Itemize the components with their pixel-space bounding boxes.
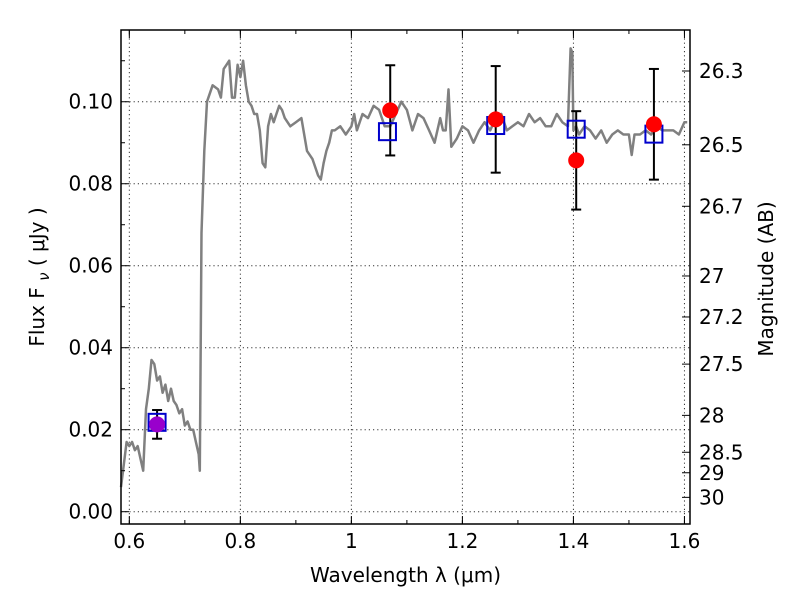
y-axis-label-main: Flux F	[25, 287, 49, 346]
plot-area	[119, 47, 688, 488]
x-axis-label: Wavelength λ (μm)	[310, 563, 501, 587]
plot-frame	[120, 29, 691, 525]
right-tick-label: 28.5	[699, 440, 744, 464]
y-tick-label: 0.10	[68, 90, 113, 114]
model-photometry-marker	[377, 122, 397, 142]
model-photometry-marker	[566, 119, 586, 139]
observed-photometry-point	[568, 152, 585, 169]
observed-photometry-markers	[149, 102, 662, 433]
observed-photometry-point	[382, 102, 399, 119]
right-axis-label: Magnitude (AB)	[754, 201, 778, 356]
right-tick-label: 28	[699, 403, 724, 427]
observed-photometry-point	[645, 116, 662, 133]
model-spectrum-line	[119, 47, 688, 488]
x-tick-label: 0.8	[224, 529, 256, 553]
y-axis-ticks: 0.00 0.02 0.04 0.06 0.08 0.10	[68, 60, 129, 524]
y-axis-label-subscript: ν	[35, 272, 53, 280]
x-tick-label: 1.6	[669, 529, 701, 553]
observed-photometry-point	[487, 111, 504, 128]
x-tick-label: 1.4	[558, 529, 590, 553]
right-tick-label: 26.7	[699, 194, 744, 218]
x-tick-label: 0.6	[113, 529, 145, 553]
observed-photometry-point	[149, 416, 166, 433]
right-tick-label: 26.5	[699, 133, 744, 157]
grid	[121, 30, 690, 524]
right-tick-label: 27.5	[699, 352, 744, 376]
y-tick-label: 0.04	[68, 336, 113, 360]
right-tick-label: 26.3	[699, 59, 744, 83]
y-tick-label: 0.06	[68, 254, 113, 278]
x-axis-ticks: 0.6 0.8 1 1.2 1.4 1.6	[113, 30, 700, 553]
right-tick-label: 29	[699, 461, 724, 485]
right-tick-label: 30	[699, 485, 724, 509]
right-tick-label: 27.2	[699, 305, 744, 329]
y-tick-label: 0.08	[68, 172, 113, 196]
y-tick-label: 0.02	[68, 418, 113, 442]
x-tick-label: 1.2	[446, 529, 478, 553]
y-tick-label: 0.00	[68, 500, 113, 524]
right-tick-label: 27	[699, 264, 724, 288]
y-axis-label-unit: ( μJy )	[25, 207, 49, 266]
x-tick-label: 1	[345, 529, 358, 553]
y-axis-label: Flux F ν ( μJy )	[25, 207, 54, 346]
